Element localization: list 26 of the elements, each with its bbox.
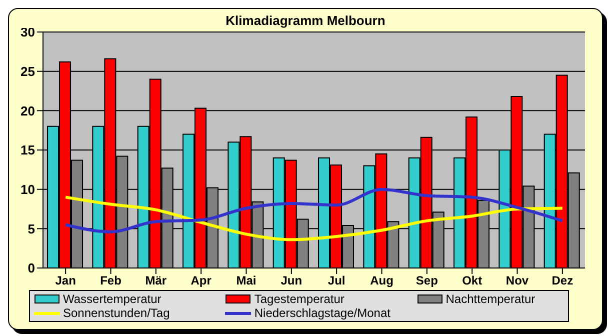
y-tick-label: 0 <box>28 260 35 276</box>
legend-label: Tagestemperatur <box>254 292 344 306</box>
x-tick-label: Jan <box>55 274 76 288</box>
y-tick-label: 20 <box>20 103 35 118</box>
y-tick-label: 25 <box>20 64 35 79</box>
x-tick-label: Dez <box>552 274 574 288</box>
legend-label: Niederschlagstage/Monat <box>254 306 390 320</box>
x-tick-label: Feb <box>100 274 122 288</box>
x-tick-label: Jun <box>280 274 302 288</box>
line-series <box>64 196 564 242</box>
x-tick-label: Sep <box>416 274 438 288</box>
chart-title: Klimadiagramm Melbourn <box>226 13 386 28</box>
x-tick-label: Okt <box>462 274 482 288</box>
x-tick-label: Mai <box>236 274 256 288</box>
x-tick-label: Jul <box>328 274 346 288</box>
x-tick-label: Nov <box>506 274 529 288</box>
legend-label: Sonnenstunden/Tag <box>63 306 170 320</box>
legend-label: Nachttemperatur <box>446 292 536 306</box>
y-tick-label: 5 <box>28 221 35 236</box>
x-tick-label: Mär <box>145 274 167 288</box>
y-tick-label: 10 <box>20 182 35 197</box>
x-tick-label: Apr <box>190 274 212 288</box>
legend-label: Wassertemperatur <box>63 292 162 306</box>
line-series <box>64 188 564 234</box>
y-tick-label: 15 <box>20 142 35 158</box>
x-tick-label: Aug <box>370 274 394 288</box>
